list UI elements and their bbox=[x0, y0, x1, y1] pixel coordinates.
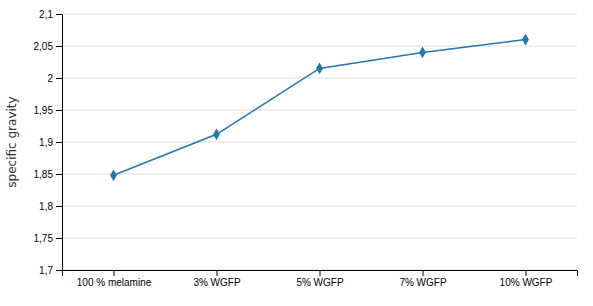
y-tick: 2,1 bbox=[39, 9, 62, 20]
series bbox=[110, 34, 529, 181]
x-axis: 100 % melamine 3% WGFP 5% WGFP 7% WGFP 10% W… bbox=[63, 270, 578, 288]
grid-line bbox=[62, 46, 577, 47]
y-tick-mark bbox=[56, 46, 62, 47]
y-axis-title: specific gravity bbox=[5, 96, 19, 187]
x-tick: 3% WGFP bbox=[193, 270, 241, 288]
line bbox=[114, 40, 526, 176]
y-tick: 1,75 bbox=[34, 233, 62, 244]
y-tick: 2 bbox=[47, 73, 62, 84]
x-tick-label: 100 % melamine bbox=[77, 277, 152, 288]
y-tick-mark bbox=[56, 142, 62, 143]
x-tick-label: 7% WGFP bbox=[399, 277, 447, 288]
y-tick-label: 1,8 bbox=[39, 201, 53, 212]
y-tick-mark bbox=[56, 78, 62, 79]
y-tick-label: 1,75 bbox=[34, 233, 54, 244]
y-tick-mark bbox=[56, 14, 62, 15]
x-axis-line bbox=[63, 271, 578, 277]
x-tick-mark bbox=[217, 270, 218, 276]
x-tick-mark bbox=[526, 270, 527, 276]
y-tick: 1,85 bbox=[34, 169, 62, 180]
plot-area: 1,7 1,75 1,8 1,85 1,9 1,95 2 2,05 2,1 100 % melam… bbox=[34, 9, 578, 288]
y-tick-mark bbox=[56, 206, 62, 207]
x-tick: 7% WGFP bbox=[399, 270, 447, 288]
x-tick-mark bbox=[320, 270, 321, 276]
marker bbox=[522, 34, 529, 46]
y-tick: 1,8 bbox=[39, 201, 62, 212]
y-tick-label: 2,1 bbox=[39, 9, 53, 20]
y-tick-label: 1,95 bbox=[34, 105, 54, 116]
marker bbox=[110, 169, 117, 181]
y-tick: 1,7 bbox=[39, 265, 62, 276]
y-tick-label: 1,9 bbox=[39, 137, 53, 148]
y-tick-label: 1,85 bbox=[34, 169, 54, 180]
marker bbox=[213, 128, 220, 140]
x-tick-label: 3% WGFP bbox=[193, 277, 241, 288]
y-tick-mark bbox=[56, 174, 62, 175]
y-tick-mark bbox=[56, 238, 62, 239]
y-tick: 1,95 bbox=[34, 105, 62, 116]
x-tick-label: 10% WGFP bbox=[500, 277, 553, 288]
y-tick-label: 1,7 bbox=[39, 265, 53, 276]
x-tick: 5% WGFP bbox=[296, 270, 344, 288]
y-tick-mark bbox=[56, 270, 62, 271]
y-tick-label: 2 bbox=[47, 73, 53, 84]
grid-line bbox=[62, 174, 577, 175]
grid bbox=[62, 14, 577, 270]
y-tick-label: 2,05 bbox=[34, 41, 54, 52]
marker bbox=[419, 47, 426, 59]
x-tick-label: 5% WGFP bbox=[296, 277, 344, 288]
grid-line bbox=[62, 142, 577, 143]
marker bbox=[316, 63, 323, 75]
y-axis: 1,7 1,75 1,8 1,85 1,9 1,95 2 2,05 2,1 bbox=[34, 9, 63, 276]
grid-line bbox=[62, 206, 577, 207]
y-tick: 1,9 bbox=[39, 137, 62, 148]
chart: 1,7 1,75 1,8 1,85 1,9 1,95 2 2,05 2,1 100 % melam… bbox=[0, 0, 593, 306]
y-tick-mark bbox=[56, 110, 62, 111]
grid-line bbox=[62, 238, 577, 239]
x-tick: 100 % melamine bbox=[77, 270, 152, 288]
grid-line bbox=[62, 110, 577, 111]
y-tick: 2,05 bbox=[34, 41, 62, 52]
grid-line bbox=[62, 78, 577, 79]
x-tick: 10% WGFP bbox=[500, 270, 553, 288]
x-tick-mark bbox=[114, 270, 115, 276]
grid-line bbox=[62, 14, 577, 15]
y-axis-line bbox=[56, 15, 63, 271]
x-tick-mark bbox=[423, 270, 424, 276]
